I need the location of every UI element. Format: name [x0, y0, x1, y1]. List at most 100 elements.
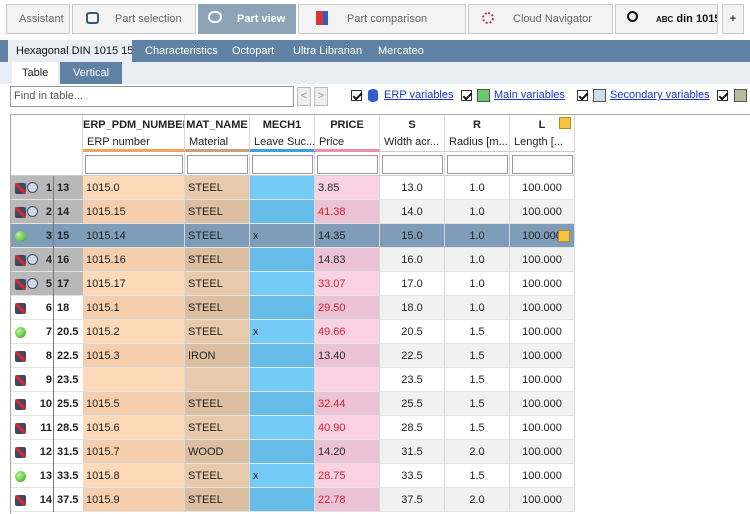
- column-label: ERP number: [83, 135, 185, 152]
- erp-variables-link[interactable]: ERP variables: [384, 89, 454, 101]
- view-tab[interactable]: Vertical: [60, 62, 122, 84]
- search-text: din 1015: [676, 13, 718, 25]
- table-cell: 14.35: [315, 224, 380, 248]
- row-header: [11, 248, 83, 272]
- table-cell: STEEL: [185, 320, 250, 344]
- table-cell: 13.0: [380, 176, 445, 200]
- table-cell: 29.50: [315, 296, 380, 320]
- table-cell: 2.0: [445, 440, 510, 464]
- table-cell: 49.66: [315, 320, 380, 344]
- column-label: Material: [185, 135, 250, 152]
- find-input[interactable]: Find in table...: [10, 86, 294, 107]
- table-cell: 15.0: [380, 224, 445, 248]
- column-filter[interactable]: [317, 155, 378, 174]
- column-name: S: [380, 115, 445, 135]
- column-filter[interactable]: [382, 155, 443, 174]
- table-cell: 1.5: [445, 392, 510, 416]
- column-filter[interactable]: [252, 155, 313, 174]
- table-cell: 28.75: [315, 464, 380, 488]
- add-tab[interactable]: +: [722, 4, 744, 34]
- table-cell: STEEL: [185, 416, 250, 440]
- row-id: 17: [53, 272, 83, 296]
- tab[interactable]: Part selection: [72, 4, 196, 34]
- main-variables-link[interactable]: Main variables: [494, 89, 565, 101]
- column-filter[interactable]: [447, 155, 508, 174]
- table-cell: 14.20: [315, 440, 380, 464]
- table-cell: 41.38: [315, 200, 380, 224]
- table-cell: 22.5: [380, 344, 445, 368]
- table-cell: 1.0: [445, 296, 510, 320]
- row-id: 13: [53, 176, 83, 200]
- table-cell: 1015.2: [83, 320, 185, 344]
- table-cell: STEEL: [185, 488, 250, 512]
- checkbox[interactable]: [717, 90, 728, 101]
- table-cell: 1.0: [445, 176, 510, 200]
- table-cell: 23.5: [380, 368, 445, 392]
- table-cell: WOOD: [185, 440, 250, 464]
- table-cell: STEEL: [185, 272, 250, 296]
- subtab[interactable]: Ultra Librarian: [293, 45, 363, 57]
- checkbox[interactable]: [577, 90, 588, 101]
- table-cell: 1015.0: [83, 176, 185, 200]
- subtab[interactable]: Mercateo: [378, 45, 424, 57]
- table-cell: [250, 368, 315, 392]
- column-separator: [185, 152, 250, 176]
- checkbox[interactable]: [461, 90, 472, 101]
- table-cell: IRON: [185, 344, 250, 368]
- row-index: 9: [45, 374, 52, 386]
- table-cell: [250, 416, 315, 440]
- column-name: MECH1: [250, 115, 315, 135]
- column-separator: [83, 152, 185, 176]
- column-name: ERP_PDM_NUMBER: [83, 115, 185, 135]
- row-header-corner: [11, 115, 83, 176]
- erp-link-icon: [27, 254, 38, 265]
- table-cell: 1.5: [445, 320, 510, 344]
- column-filter[interactable]: [187, 155, 248, 174]
- table-cell: 1.0: [445, 224, 510, 248]
- checkbox[interactable]: [351, 90, 362, 101]
- column-filter[interactable]: [512, 155, 573, 174]
- column-separator: [250, 152, 315, 176]
- status-valid: [15, 231, 26, 242]
- table-cell: [250, 344, 315, 368]
- row-id: 25.5: [53, 392, 83, 416]
- table-cell: 32.44: [315, 392, 380, 416]
- column-filter[interactable]: [85, 155, 183, 174]
- table-cell: 40.90: [315, 416, 380, 440]
- table-cell: 20.5: [380, 320, 445, 344]
- row-id: 18: [53, 296, 83, 320]
- column-label: Leave Suc...: [250, 135, 315, 152]
- column-separator: [315, 152, 380, 176]
- subtab[interactable]: Octopart: [232, 45, 275, 57]
- row-index: 7: [45, 326, 52, 338]
- table-cell: STEEL: [185, 224, 250, 248]
- view-tab[interactable]: Table: [12, 62, 58, 84]
- column-separator: [445, 152, 510, 176]
- table-cell: 100.000: [510, 248, 575, 272]
- column-label: Length [...: [510, 135, 575, 152]
- prev-button[interactable]: <: [297, 87, 311, 106]
- subtab[interactable]: Hexagonal DIN 1015 15: [8, 40, 132, 62]
- table-cell: 14.83: [315, 248, 380, 272]
- row-id: 16: [53, 248, 83, 272]
- tab[interactable]: Assistant: [6, 4, 70, 34]
- table-cell: [250, 296, 315, 320]
- icon: [627, 11, 638, 22]
- table-cell: STEEL: [185, 464, 250, 488]
- table-cell: 100.000: [510, 344, 575, 368]
- column-separator: [510, 152, 575, 176]
- table-cell: 1.5: [445, 344, 510, 368]
- table-cell: 1.0: [445, 200, 510, 224]
- tab[interactable]: Cloud Navigator: [468, 4, 613, 34]
- table-cell: 17.0: [380, 272, 445, 296]
- table-cell: 1015.15: [83, 200, 185, 224]
- table-cell: 100.000: [510, 440, 575, 464]
- table-cell: [250, 440, 315, 464]
- next-button[interactable]: >: [314, 87, 328, 106]
- column-name: R: [445, 115, 510, 135]
- row-index: 10: [39, 398, 52, 410]
- secondary-variables-link[interactable]: Secondary variables: [610, 89, 710, 101]
- table-cell: 100.000: [510, 200, 575, 224]
- table-cell: 1.5: [445, 464, 510, 488]
- subtab[interactable]: Characteristics: [145, 45, 218, 57]
